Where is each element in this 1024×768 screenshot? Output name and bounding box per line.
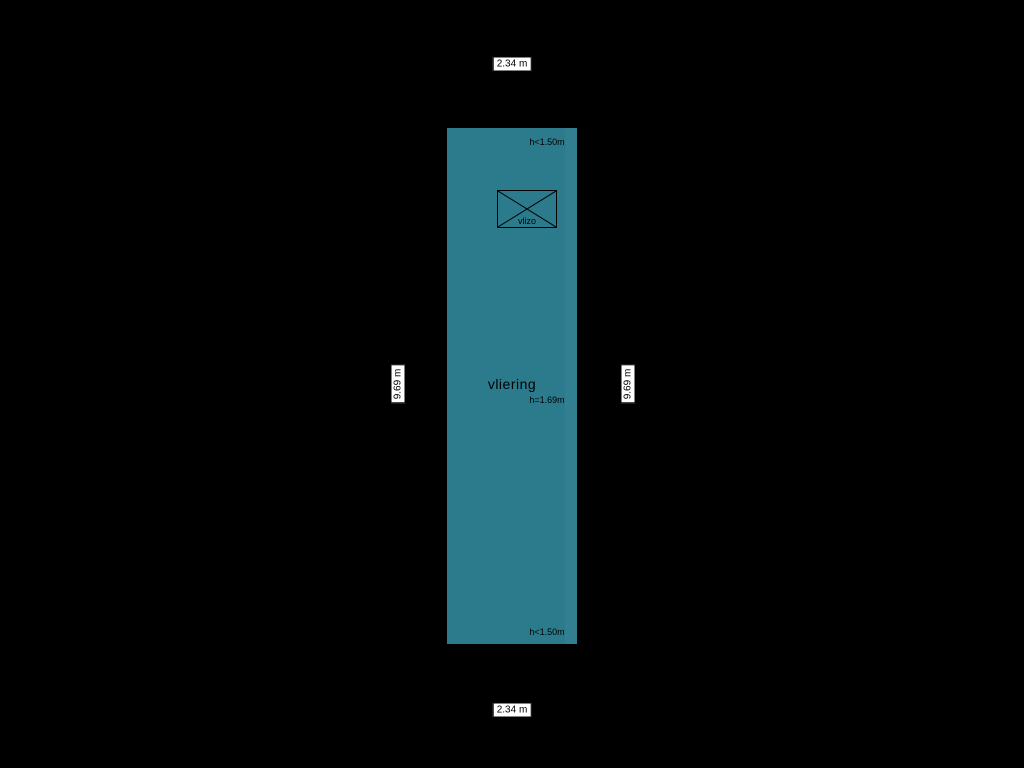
dimension-bottom: 2.34 m	[493, 703, 532, 718]
dimension-tick	[396, 400, 401, 401]
dimension-tick	[528, 62, 529, 67]
dimension-tick	[626, 400, 631, 401]
floorplan-canvas: vlizo vliering h<1.50m h=1.69m h<1.50m 2…	[0, 0, 1024, 768]
height-note-mid: h=1.69m	[529, 395, 564, 405]
room-label: vliering	[488, 376, 536, 392]
dimension-right: 9.69 m	[621, 365, 636, 404]
dimension-top: 2.34 m	[493, 57, 532, 72]
attic-hatch-label: vlizo	[518, 216, 536, 226]
dimension-tick	[528, 708, 529, 713]
dimension-tick	[496, 62, 497, 67]
height-note-top: h<1.50m	[529, 137, 564, 147]
dimension-left: 9.69 m	[391, 365, 406, 404]
room-inner-strip	[565, 128, 577, 644]
height-note-bottom: h<1.50m	[529, 627, 564, 637]
dimension-tick	[396, 368, 401, 369]
dimension-tick	[496, 708, 497, 713]
attic-hatch: vlizo	[497, 190, 557, 228]
dimension-tick	[626, 368, 631, 369]
